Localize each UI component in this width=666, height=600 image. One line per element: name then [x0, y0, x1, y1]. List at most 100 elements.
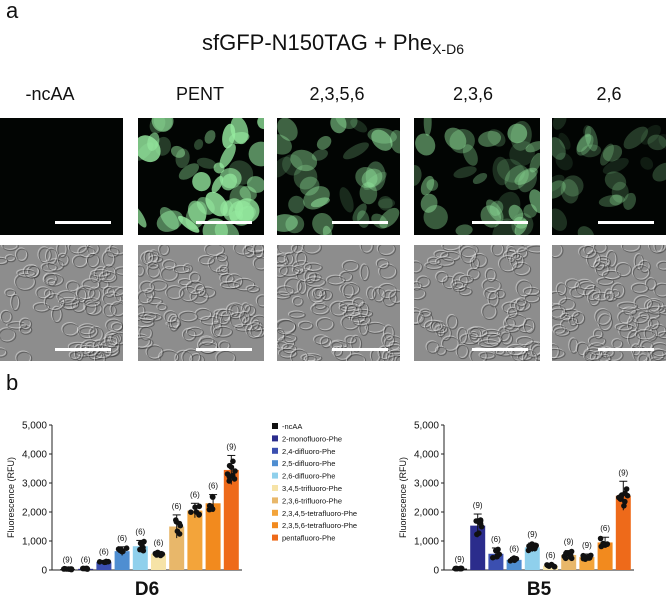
- y-tick-label: 0: [433, 566, 439, 577]
- data-point: [476, 530, 482, 536]
- data-point: [68, 566, 75, 572]
- scale-bar: [196, 221, 252, 224]
- data-point: [490, 554, 496, 561]
- data-point: [61, 565, 68, 572]
- fluorescence-image: [414, 118, 540, 235]
- data-point: [188, 509, 194, 515]
- data-point: [96, 559, 103, 565]
- data-point: [587, 553, 593, 559]
- data-point: [192, 504, 198, 510]
- fluorescence-image: [138, 118, 264, 235]
- data-point: [174, 528, 181, 534]
- n-label: (6): [509, 545, 519, 554]
- fluorescence-image: [0, 118, 123, 235]
- bar: [187, 510, 203, 570]
- panel-b-letter: b: [6, 370, 19, 395]
- data-point: [512, 555, 519, 562]
- y-tick-label: 2,000: [22, 508, 47, 519]
- legend-swatch: [272, 472, 278, 479]
- fluorescence-image: [277, 118, 400, 235]
- data-point: [493, 547, 499, 554]
- data-point: [228, 464, 235, 470]
- legend-label: 2-monofluoro-Phe: [282, 434, 342, 443]
- legend-label: -ncAA: [282, 422, 302, 431]
- bar: [470, 525, 486, 570]
- panel-a-letter: a: [6, 0, 19, 23]
- legend-swatch: [272, 534, 278, 541]
- y-tick-label: 1,000: [22, 537, 47, 548]
- bar: [114, 551, 130, 570]
- y-tick-label: 5,000: [414, 421, 439, 432]
- legend-swatch: [272, 497, 278, 504]
- n-label: (6): [190, 490, 200, 499]
- n-label: (9): [564, 538, 574, 547]
- y-tick-label: 2,000: [414, 508, 439, 519]
- dic-image: [552, 245, 666, 361]
- bar: [205, 503, 221, 570]
- chart-title: B5: [527, 579, 552, 600]
- data-point: [526, 543, 532, 549]
- data-point: [475, 518, 482, 524]
- data-point: [226, 474, 233, 480]
- n-label: (6): [172, 502, 182, 511]
- data-point: [139, 541, 145, 548]
- data-point: [621, 503, 627, 509]
- n-label: (6): [81, 555, 91, 564]
- column-label-26: 2,6: [596, 84, 622, 104]
- n-label: (6): [117, 534, 127, 543]
- legend-label: 2,6-difluoro-Phe: [282, 472, 335, 481]
- legend-label: 2,5-difluoro-Phe: [282, 459, 335, 468]
- legend-swatch: [272, 435, 278, 442]
- n-label: (6): [600, 524, 610, 533]
- data-point: [103, 558, 109, 565]
- n-label: (6): [546, 551, 556, 560]
- data-point: [123, 545, 130, 551]
- column-label-pent: PENT: [175, 84, 224, 104]
- legend-swatch: [272, 460, 278, 467]
- data-point: [140, 547, 147, 554]
- data-point: [231, 476, 238, 482]
- n-label: (9): [455, 555, 465, 564]
- scale-bar: [55, 348, 111, 351]
- legend-swatch: [272, 509, 278, 516]
- scale-bar: [598, 348, 654, 351]
- legend-swatch: [272, 522, 278, 529]
- y-tick-label: 5,000: [22, 421, 47, 432]
- n-label: (6): [491, 535, 501, 544]
- data-point: [623, 486, 630, 492]
- bar: [96, 561, 112, 570]
- column-label-2356: 2,3,5,6: [309, 84, 365, 104]
- bar-charts: 0 1,000 2,000 3,000 4,000 5,000 Fluorescence (…: [6, 421, 634, 600]
- legend-label: 2,3,5,6-tetrafluoro-Phe: [282, 521, 357, 530]
- dic-image: [414, 245, 540, 361]
- data-point: [582, 554, 588, 561]
- data-point: [622, 490, 628, 497]
- y-tick-label: 1,000: [414, 537, 439, 548]
- legend-label: pentafluoro-Phe: [282, 534, 335, 543]
- data-point: [208, 503, 214, 510]
- data-point: [176, 520, 183, 527]
- chart-b5: 0 1,000 2,000 3,000 4,000 5,000 Fluorescence (…: [398, 421, 634, 600]
- data-point: [600, 540, 606, 547]
- data-point: [568, 548, 575, 555]
- bar: [506, 559, 522, 570]
- bar: [597, 542, 613, 570]
- data-point: [563, 550, 569, 557]
- data-point: [232, 468, 238, 474]
- data-point: [226, 478, 232, 484]
- column-label-236: 2,3,6: [452, 84, 494, 104]
- n-label: (6): [208, 482, 218, 491]
- data-point: [230, 458, 236, 465]
- legend-swatch: [272, 447, 278, 454]
- fluorescence-image: [552, 118, 666, 235]
- y-tick-label: 4,000: [414, 450, 439, 461]
- chart-d6: 0 1,000 2,000 3,000 4,000 5,000 Fluorescence (…: [6, 421, 242, 600]
- n-label: (6): [135, 527, 145, 536]
- n-label: (9): [618, 468, 628, 477]
- data-point: [457, 565, 463, 572]
- data-point: [562, 555, 569, 562]
- figure-title: sfGFP-N150TAG + PheX-D6: [0, 30, 666, 57]
- data-point: [118, 546, 124, 552]
- scale-bar: [332, 348, 388, 351]
- y-tick-label: 0: [41, 566, 47, 577]
